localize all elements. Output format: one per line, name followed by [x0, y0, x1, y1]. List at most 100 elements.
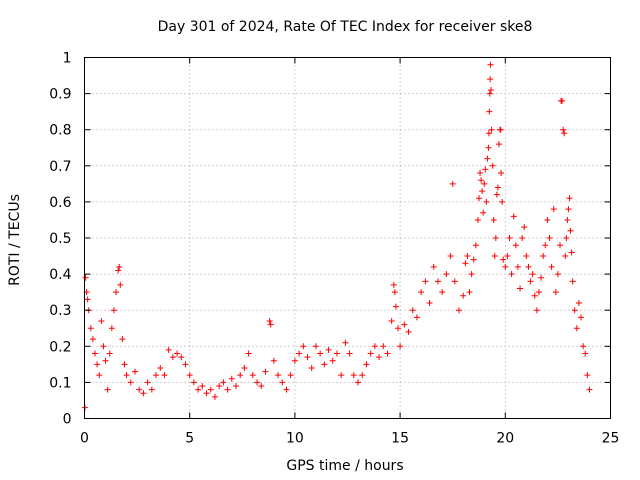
- data-point: [190, 379, 197, 386]
- data-point: [241, 364, 248, 371]
- data-point: [270, 357, 277, 364]
- x-tick-label: 15: [391, 431, 409, 447]
- data-point: [178, 354, 185, 361]
- data-point: [554, 271, 561, 278]
- data-point: [498, 170, 505, 177]
- data-point: [279, 379, 286, 386]
- data-point: [82, 274, 89, 281]
- data-point: [363, 361, 370, 368]
- data-point: [237, 372, 244, 379]
- data-point: [466, 289, 473, 296]
- x-tick-label: 0: [80, 431, 89, 447]
- data-point: [182, 361, 189, 368]
- data-point: [266, 318, 273, 325]
- data-point: [96, 372, 103, 379]
- data-point: [422, 278, 429, 285]
- data-point: [392, 303, 399, 310]
- data-point: [527, 278, 534, 285]
- data-point: [504, 253, 511, 260]
- data-point: [224, 386, 231, 393]
- data-point: [287, 372, 294, 379]
- data-point: [489, 162, 496, 169]
- data-point: [380, 343, 387, 350]
- y-tick-label: 0.6: [49, 195, 71, 211]
- data-point: [497, 126, 504, 133]
- data-point: [346, 350, 353, 357]
- data-point: [491, 253, 498, 260]
- x-tick-label: 20: [496, 431, 514, 447]
- data-point: [199, 383, 206, 390]
- data-point: [584, 372, 591, 379]
- data-point: [342, 339, 349, 346]
- data-point: [203, 390, 210, 397]
- data-point: [569, 278, 576, 285]
- data-point: [480, 209, 487, 216]
- x-tick-label: 5: [185, 431, 194, 447]
- data-point: [514, 263, 521, 270]
- data-point: [476, 195, 482, 202]
- data-point: [153, 372, 160, 379]
- data-point: [439, 289, 446, 296]
- data-point: [563, 235, 570, 241]
- data-point: [161, 372, 168, 379]
- data-point: [186, 372, 193, 379]
- data-point: [512, 242, 519, 249]
- data-point: [258, 383, 265, 390]
- data-point: [283, 386, 290, 393]
- data-point: [275, 372, 282, 379]
- data-point: [470, 256, 477, 263]
- data-point: [559, 97, 566, 104]
- grid-lines: [84, 57, 611, 419]
- data-point: [546, 235, 553, 241]
- data-point: [123, 372, 130, 379]
- data-point: [468, 271, 475, 278]
- data-point: [104, 386, 111, 393]
- data-point: [207, 386, 214, 393]
- data-point: [474, 216, 481, 223]
- data-point: [540, 253, 547, 260]
- data-point: [245, 350, 252, 357]
- data-point: [329, 357, 336, 364]
- data-point: [418, 289, 425, 296]
- data-point: [565, 206, 572, 213]
- data-point: [321, 361, 328, 368]
- data-point: [388, 318, 395, 325]
- data-point: [568, 249, 575, 256]
- data-point: [317, 350, 324, 357]
- plot-frame: [84, 57, 611, 419]
- data-point: [521, 224, 528, 231]
- data-point: [490, 216, 497, 223]
- data-point: [580, 343, 587, 350]
- data-point: [376, 354, 383, 361]
- data-point: [578, 314, 585, 321]
- data-point: [548, 263, 555, 270]
- data-point: [165, 346, 172, 353]
- data-point: [116, 263, 123, 270]
- data-point: [254, 379, 261, 386]
- data-point: [462, 260, 469, 267]
- data-point: [464, 253, 471, 260]
- data-point: [211, 393, 218, 400]
- data-point: [487, 76, 494, 83]
- data-point: [485, 130, 492, 137]
- data-point: [102, 357, 109, 364]
- data-point: [94, 361, 101, 368]
- chart-title: Day 301 of 2024, Rate Of TEC Index for r…: [158, 19, 533, 35]
- data-point: [117, 281, 124, 288]
- data-point: [538, 274, 545, 281]
- data-point: [531, 292, 538, 299]
- data-point: [110, 307, 117, 314]
- data-point: [89, 336, 96, 343]
- data-point: [552, 289, 559, 296]
- data-point: [487, 61, 494, 68]
- data-point: [519, 235, 526, 241]
- y-tick-label: 0: [63, 412, 72, 428]
- data-point: [127, 379, 134, 386]
- data-point: [391, 289, 398, 296]
- x-tick-label: 25: [602, 431, 620, 447]
- data-point: [502, 263, 509, 270]
- data-point: [119, 336, 126, 343]
- data-point: [544, 216, 551, 223]
- data-point: [550, 206, 557, 213]
